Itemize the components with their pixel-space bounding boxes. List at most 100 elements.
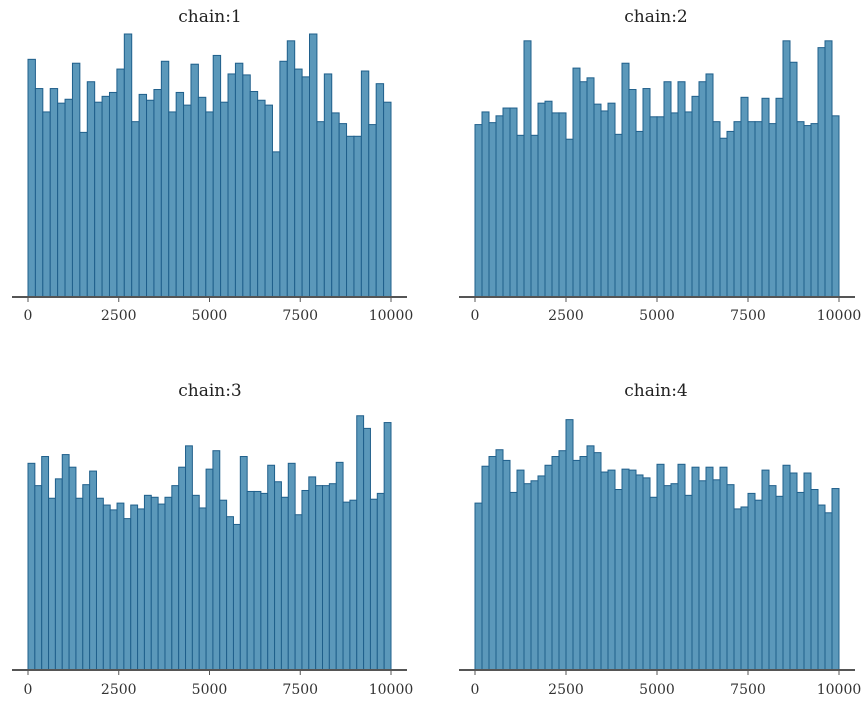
histogram-bar (369, 498, 378, 671)
chart-panel-3: chain:3 0 2500 5000 7500 10000 (12, 381, 413, 698)
histogram-bar (57, 102, 66, 298)
histogram-bar (34, 485, 43, 671)
histogram-bar (684, 111, 693, 298)
histogram-bar (54, 478, 63, 671)
histogram-bar (294, 514, 303, 671)
x-tick-label: 10000 (817, 682, 862, 698)
histogram-bar (691, 466, 700, 671)
histogram-bar (287, 462, 296, 671)
histogram-bar (740, 506, 749, 671)
histogram-bar (740, 96, 749, 298)
histogram-bar (309, 33, 318, 298)
histogram-bar (523, 483, 532, 671)
histogram-bar (227, 73, 236, 298)
histogram-bar (168, 111, 177, 298)
histogram-bar (109, 509, 118, 671)
histogram-bar (614, 133, 623, 298)
histogram-bar (824, 40, 833, 298)
histogram-bar (516, 469, 525, 671)
histogram-bar (175, 91, 185, 298)
histogram-bar (212, 54, 222, 298)
histogram-bar (782, 464, 791, 671)
histogram-bar (663, 485, 672, 671)
histogram-bar (242, 74, 251, 298)
histogram-bar (75, 497, 84, 671)
histogram-bar (264, 104, 273, 298)
histogram-bar (150, 496, 159, 671)
histogram-bar (600, 110, 609, 298)
histogram-bar (368, 124, 377, 298)
histogram-bar (768, 485, 777, 671)
histogram-bar (198, 507, 207, 671)
histogram-bar (27, 462, 36, 671)
histogram-bar (642, 88, 651, 298)
x-tick-label: 5000 (192, 308, 228, 324)
histogram-bar (178, 466, 187, 671)
chart-panel-4: chain:4 0 2500 5000 7500 10000 (459, 381, 861, 698)
histogram-bar (474, 502, 483, 671)
histogram-bar (239, 456, 248, 671)
histogram-bar (220, 101, 229, 298)
histogram-bar (761, 97, 770, 298)
histogram-bar (342, 501, 351, 671)
histogram-bar (205, 468, 214, 671)
histogram-bar (86, 81, 96, 298)
x-tick-label: 2500 (101, 308, 137, 324)
histogram-bar (234, 62, 244, 298)
chart-title: chain:3 (178, 381, 242, 401)
histogram-bar (565, 419, 574, 671)
histogram-bar (249, 90, 259, 298)
histogram-bar (27, 58, 36, 298)
chart-title: chain:2 (624, 7, 688, 27)
x-tick-label: 10000 (817, 308, 862, 324)
histogram-bar (138, 93, 148, 298)
histogram-bar (572, 67, 581, 298)
histogram-bar (761, 469, 770, 671)
histogram-bar (116, 502, 125, 671)
histogram-bar (61, 454, 70, 671)
histogram-bar (586, 77, 595, 298)
x-tick-label: 0 (24, 682, 33, 698)
histogram-bar (803, 472, 812, 671)
histogram-bar (335, 461, 344, 671)
histogram-bar (123, 33, 133, 298)
x-tick-label: 0 (24, 308, 33, 324)
histogram-bar (684, 494, 693, 671)
histogram-bar (677, 81, 686, 298)
histogram-bar (68, 466, 77, 671)
histogram-bar (530, 480, 539, 671)
histogram-bar (705, 466, 714, 671)
histogram-bar (649, 496, 658, 671)
histogram-bar (322, 485, 330, 671)
histogram-bar (537, 475, 546, 671)
histogram-bar (383, 422, 392, 671)
histogram-bar (279, 60, 288, 298)
histogram-bar (747, 121, 756, 298)
histogram-bar (116, 68, 125, 298)
histogram-bar (488, 122, 497, 298)
histogram-bar (108, 91, 118, 298)
histogram-bar (271, 151, 281, 298)
histogram-bar (294, 68, 303, 298)
histogram-bar (280, 496, 289, 671)
histogram-bar (768, 123, 777, 298)
histogram-bar (803, 125, 812, 298)
histogram-bar (628, 89, 637, 298)
histogram-bar (301, 76, 311, 298)
x-tick-label: 2500 (548, 308, 584, 324)
histogram-bar (253, 490, 262, 671)
histogram-bar (308, 476, 317, 671)
histogram-bar (621, 468, 630, 671)
x-tick-label: 10000 (369, 682, 414, 698)
histogram-bar (572, 459, 581, 671)
histogram-bar (593, 103, 602, 298)
histogram-bar (544, 464, 553, 671)
histogram-bar (824, 512, 833, 671)
histogram-bar (712, 121, 721, 298)
histogram-bar (593, 452, 602, 671)
histogram-bar (495, 115, 504, 298)
histogram-bar (146, 99, 155, 298)
histogram-bar (328, 483, 337, 671)
histogram-bar (191, 494, 200, 671)
